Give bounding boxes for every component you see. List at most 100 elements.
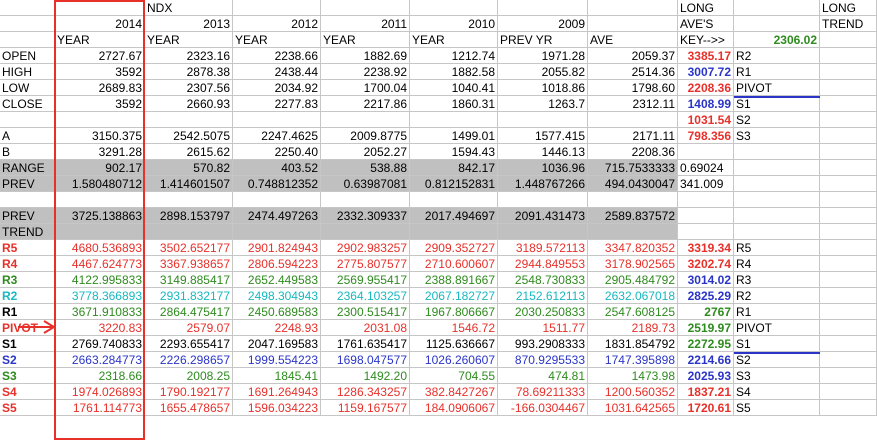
row-label[interactable]: LOW xyxy=(0,80,55,96)
table-cell[interactable]: 2052.27 xyxy=(321,144,410,160)
table-cell[interactable] xyxy=(588,112,678,128)
table-cell[interactable]: 570.82 xyxy=(145,160,233,176)
table-cell[interactable] xyxy=(145,224,233,240)
table-cell[interactable]: 2171.11 xyxy=(588,128,678,144)
table-cell[interactable]: 2548.730833 xyxy=(498,272,588,288)
table-cell[interactable] xyxy=(498,192,588,208)
header1-cell[interactable] xyxy=(588,16,678,32)
table-cell[interactable] xyxy=(588,224,678,240)
table-cell[interactable]: 3502.652177 xyxy=(145,240,233,256)
table-cell[interactable]: 2332.309337 xyxy=(321,208,410,224)
row-label[interactable]: S3 xyxy=(0,368,55,384)
trend-cell[interactable] xyxy=(820,96,877,112)
row-label[interactable]: A xyxy=(0,128,55,144)
key-cell[interactable]: 2214.66 xyxy=(678,352,734,368)
header1-cell[interactable]: AVE'S xyxy=(678,16,734,32)
table-cell[interactable]: 1.580480712 xyxy=(55,176,145,192)
trend-cell[interactable] xyxy=(820,48,877,64)
table-cell[interactable]: 1747.395898 xyxy=(588,352,678,368)
table-cell[interactable] xyxy=(321,192,410,208)
table-cell[interactable]: 2017.494697 xyxy=(410,208,498,224)
header2-cell[interactable]: 2306.02 xyxy=(734,32,820,48)
header2-cell[interactable]: YEAR xyxy=(145,32,233,48)
table-cell[interactable]: 2031.08 xyxy=(321,320,410,336)
table-cell[interactable] xyxy=(410,112,498,128)
header0-cell[interactable] xyxy=(233,0,321,16)
table-cell[interactable]: 3671.910833 xyxy=(55,304,145,320)
table-cell[interactable]: 2067.182727 xyxy=(410,288,498,304)
table-cell[interactable]: 3592 xyxy=(55,64,145,80)
table-cell[interactable]: 1967.806667 xyxy=(410,304,498,320)
table-cell[interactable]: 1798.60 xyxy=(588,80,678,96)
table-cell[interactable]: 2238.92 xyxy=(321,64,410,80)
trend-cell[interactable] xyxy=(820,320,877,336)
header1-cell[interactable]: 2013 xyxy=(145,16,233,32)
table-cell[interactable]: 3220.83 xyxy=(55,320,145,336)
tag-cell[interactable]: PIVOT xyxy=(734,320,820,336)
key-cell[interactable]: 3319.34 xyxy=(678,240,734,256)
row-label[interactable]: PIVOT xyxy=(0,320,55,336)
table-cell[interactable]: 2632.067018 xyxy=(588,288,678,304)
header0-cell[interactable] xyxy=(321,0,410,16)
table-cell[interactable]: 2905.484792 xyxy=(588,272,678,288)
table-cell[interactable] xyxy=(55,224,145,240)
table-cell[interactable]: 538.88 xyxy=(321,160,410,176)
table-cell[interactable] xyxy=(145,112,233,128)
table-cell[interactable]: 2226.298657 xyxy=(145,352,233,368)
table-cell[interactable]: 2217.86 xyxy=(321,96,410,112)
row-label[interactable]: S5 xyxy=(0,400,55,416)
header0-cell[interactable] xyxy=(0,0,55,16)
row-label[interactable]: R3 xyxy=(0,272,55,288)
table-cell[interactable]: 1026.260607 xyxy=(410,352,498,368)
table-cell[interactable]: 2901.824943 xyxy=(233,240,321,256)
trend-cell[interactable] xyxy=(820,272,877,288)
row-label[interactable]: R2 xyxy=(0,288,55,304)
trend-cell[interactable] xyxy=(820,80,877,96)
row-label[interactable]: PREV xyxy=(0,176,55,192)
table-cell[interactable]: 0.748812352 xyxy=(233,176,321,192)
tag-cell[interactable]: PIVOT xyxy=(734,80,820,96)
table-cell[interactable]: 2293.655417 xyxy=(145,336,233,352)
table-cell[interactable]: 2542.5075 xyxy=(145,128,233,144)
table-cell[interactable]: 2208.36 xyxy=(588,144,678,160)
table-cell[interactable]: 2579.07 xyxy=(145,320,233,336)
table-cell[interactable]: 1492.20 xyxy=(321,368,410,384)
header0-cell[interactable] xyxy=(498,0,588,16)
table-cell[interactable]: 1845.41 xyxy=(233,368,321,384)
table-cell[interactable]: 2055.82 xyxy=(498,64,588,80)
table-cell[interactable]: 2091.431473 xyxy=(498,208,588,224)
row-label[interactable] xyxy=(0,112,55,128)
table-cell[interactable]: 1700.04 xyxy=(321,80,410,96)
key-cell[interactable]: 2519.97 xyxy=(678,320,734,336)
header1-cell[interactable] xyxy=(0,16,55,32)
table-cell[interactable] xyxy=(233,112,321,128)
table-cell[interactable]: 715.7533333 xyxy=(588,160,678,176)
row-label[interactable]: TREND xyxy=(0,224,55,240)
header1-cell[interactable]: 2014 xyxy=(55,16,145,32)
table-cell[interactable]: 2898.153797 xyxy=(145,208,233,224)
table-cell[interactable]: 2008.25 xyxy=(145,368,233,384)
table-cell[interactable] xyxy=(55,192,145,208)
header0-cell[interactable]: LONG xyxy=(820,0,877,16)
tag-cell[interactable]: R4 xyxy=(734,256,820,272)
table-cell[interactable]: 3592 xyxy=(55,96,145,112)
key-cell[interactable] xyxy=(678,208,734,224)
header0-cell[interactable] xyxy=(588,0,678,16)
table-cell[interactable] xyxy=(588,192,678,208)
table-cell[interactable] xyxy=(410,192,498,208)
key-cell[interactable]: 1031.54 xyxy=(678,112,734,128)
table-cell[interactable]: 3367.938657 xyxy=(145,256,233,272)
table-cell[interactable]: 2364.103257 xyxy=(321,288,410,304)
key-cell[interactable]: 1720.61 xyxy=(678,400,734,416)
table-cell[interactable]: 3189.572113 xyxy=(498,240,588,256)
header0-cell[interactable]: LONG xyxy=(678,0,734,16)
tag-cell[interactable]: S1 xyxy=(734,96,820,112)
table-cell[interactable]: 3347.820352 xyxy=(588,240,678,256)
table-cell[interactable]: 1971.28 xyxy=(498,48,588,64)
table-cell[interactable]: 1212.74 xyxy=(410,48,498,64)
header1-cell[interactable]: 2012 xyxy=(233,16,321,32)
table-cell[interactable]: 382.8427267 xyxy=(410,384,498,400)
table-cell[interactable]: 2569.955417 xyxy=(321,272,410,288)
trend-cell[interactable] xyxy=(820,176,877,192)
table-cell[interactable]: 1577.415 xyxy=(498,128,588,144)
